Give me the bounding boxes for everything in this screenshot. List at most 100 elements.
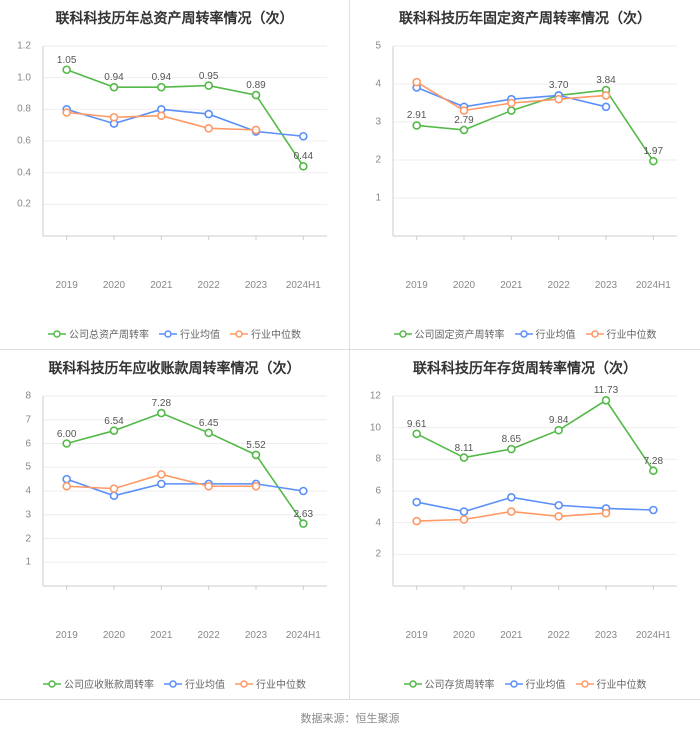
data-point-label: 8.65	[502, 434, 521, 445]
legend-marker-icon	[515, 330, 533, 338]
legend-marker-icon	[159, 330, 177, 338]
y-axis-tick: 8	[375, 454, 381, 465]
chart-plot-area: 0.20.40.60.81.01.22019202020212022202320…	[35, 36, 335, 276]
chart-svg	[35, 386, 335, 626]
chart-plot-area: 24681012201920202021202220232024H19.618.…	[385, 386, 685, 626]
chart-svg	[385, 386, 685, 626]
legend-marker-icon	[43, 680, 61, 688]
panel-fixed-asset-turnover: 联科科技历年固定资产周转率情况（次）1234520192020202120222…	[350, 0, 700, 350]
x-axis-tick: 2024H1	[286, 630, 321, 641]
legend-label: 行业中位数	[251, 326, 301, 341]
data-point-label: 9.84	[549, 415, 568, 426]
legend-label: 行业中位数	[597, 676, 647, 691]
y-axis-tick: 2	[375, 155, 381, 166]
chart-title: 联科科技历年应收账款周转率情况（次）	[0, 350, 349, 380]
chart-title: 联科科技历年固定资产周转率情况（次）	[350, 0, 700, 30]
legend-item: 公司应收账款周转率	[43, 676, 154, 691]
chart-title: 联科科技历年总资产周转率情况（次）	[0, 0, 349, 30]
x-axis-tick: 2020	[453, 280, 475, 291]
legend-label: 公司固定资产周转率	[415, 326, 505, 341]
data-point-label: 6.54	[104, 416, 123, 427]
y-axis-tick: 12	[370, 391, 381, 402]
legend-item: 公司总资产周转率	[48, 326, 149, 341]
data-point-label: 3.70	[549, 80, 568, 91]
data-point-label: 0.94	[152, 72, 171, 83]
y-axis-tick: 5	[25, 462, 31, 473]
x-axis-tick: 2024H1	[636, 630, 671, 641]
data-point-label: 7.28	[152, 398, 171, 409]
legend-label: 行业中位数	[256, 676, 306, 691]
x-axis-tick: 2022	[548, 630, 570, 641]
panel-receivables-turnover: 联科科技历年应收账款周转率情况（次） 1234567820192020202120…	[0, 350, 350, 700]
panel-total-asset-turnover: 联科科技历年总资产周转率情况（次） 0.20.40.60.81.01.220192…	[0, 0, 350, 350]
y-axis-tick: 3	[25, 509, 31, 520]
y-axis-tick: 0.6	[17, 136, 31, 147]
legend-label: 公司总资产周转率	[69, 326, 149, 341]
legend-marker-icon	[404, 680, 422, 688]
x-axis-tick: 2022	[198, 280, 220, 291]
data-point-label: 5.52	[246, 440, 265, 451]
x-axis-tick: 2023	[595, 280, 617, 291]
x-axis-tick: 2020	[103, 280, 125, 291]
legend-item: 行业均值	[164, 676, 225, 691]
data-point-label: 1.97	[644, 146, 663, 157]
y-axis-tick: 6	[25, 438, 31, 449]
chart-plot-area: 12345201920202021202220232024H12.912.793…	[385, 36, 685, 276]
legend-item: 行业中位数	[230, 326, 301, 341]
legend-label: 公司存货周转率	[425, 676, 495, 691]
y-axis-tick: 1	[25, 557, 31, 568]
chart-legend: 公司应收账款周转率 行业均值 行业中位数	[0, 676, 349, 691]
x-axis-tick: 2020	[453, 630, 475, 641]
data-point-label: 2.79	[454, 115, 473, 126]
y-axis-tick: 6	[375, 486, 381, 497]
x-axis-tick: 2021	[500, 630, 522, 641]
y-axis-tick: 8	[25, 391, 31, 402]
x-axis-tick: 2023	[245, 280, 267, 291]
y-axis-tick: 1	[375, 193, 381, 204]
x-axis-tick: 2021	[150, 630, 172, 641]
x-axis-tick: 2020	[103, 630, 125, 641]
x-axis-tick: 2019	[406, 630, 428, 641]
legend-label: 行业均值	[180, 326, 220, 341]
legend-marker-icon	[505, 680, 523, 688]
data-point-label: 0.44	[294, 151, 313, 162]
data-point-label: 2.91	[407, 110, 426, 121]
data-point-label: 0.95	[199, 71, 218, 82]
legend-item: 行业均值	[515, 326, 576, 341]
data-point-label: 8.11	[455, 443, 474, 454]
data-point-label: 11.73	[594, 385, 618, 396]
chart-legend: 公司总资产周转率 行业均值 行业中位数	[0, 326, 349, 341]
x-axis-tick: 2021	[500, 280, 522, 291]
y-axis-tick: 3	[375, 117, 381, 128]
data-point-label: 0.89	[246, 80, 265, 91]
y-axis-tick: 1.2	[17, 41, 31, 52]
y-axis-tick: 4	[375, 517, 381, 528]
legend-item: 行业中位数	[576, 676, 647, 691]
legend-label: 行业均值	[536, 326, 576, 341]
x-axis-tick: 2021	[150, 280, 172, 291]
chart-svg	[385, 36, 685, 276]
data-point-label: 6.00	[57, 429, 76, 440]
y-axis-tick: 10	[370, 422, 381, 433]
x-axis-tick: 2019	[56, 280, 78, 291]
y-axis-tick: 4	[375, 79, 381, 90]
chart-plot-area: 12345678201920202021202220232024H16.006.…	[35, 386, 335, 626]
y-axis-tick: 7	[25, 414, 31, 425]
data-source-footer: 数据来源：恒生聚源	[0, 700, 700, 726]
panel-inventory-turnover: 联科科技历年存货周转率情况（次）246810122019202020212022…	[350, 350, 700, 700]
y-axis-tick: 4	[25, 486, 31, 497]
x-axis-tick: 2019	[56, 630, 78, 641]
x-axis-tick: 2023	[595, 630, 617, 641]
data-point-label: 6.45	[199, 418, 218, 429]
legend-label: 行业均值	[185, 676, 225, 691]
y-axis-tick: 0.8	[17, 104, 31, 115]
legend-item: 行业均值	[505, 676, 566, 691]
legend-marker-icon	[586, 330, 604, 338]
data-point-label: 3.84	[596, 75, 615, 86]
chart-grid: 联科科技历年总资产周转率情况（次） 0.20.40.60.81.01.220192…	[0, 0, 700, 700]
legend-marker-icon	[576, 680, 594, 688]
x-axis-tick: 2024H1	[636, 280, 671, 291]
y-axis-tick: 0.2	[17, 199, 31, 210]
data-point-label: 9.61	[407, 419, 426, 430]
x-axis-tick: 2022	[198, 630, 220, 641]
